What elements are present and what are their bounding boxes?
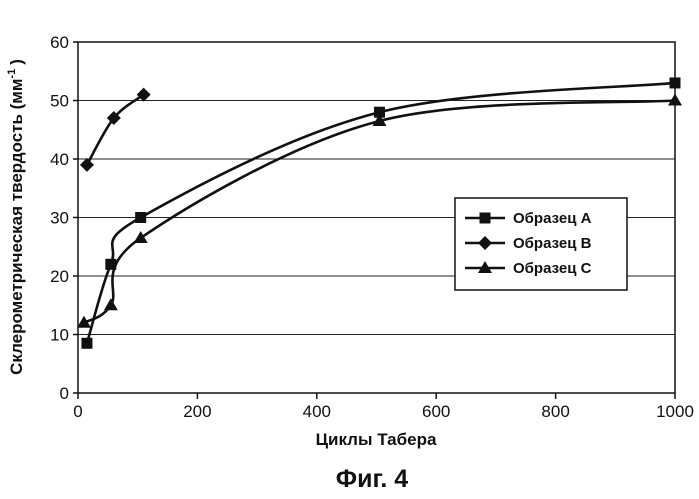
y-tick-labels: 0 10 20 30 40 50 60 — [50, 33, 78, 403]
legend-marker-square — [480, 213, 491, 224]
y-tick-label: 60 — [50, 33, 69, 52]
y-tick-label: 10 — [50, 326, 69, 345]
y-tick-label: 20 — [50, 267, 69, 286]
figure-caption: Фиг. 4 — [336, 465, 409, 493]
y-tick-label: 0 — [60, 384, 69, 403]
y-axis-title-close: ) — [7, 59, 26, 65]
x-tick-labels: 0 200 400 600 800 1000 — [73, 393, 694, 421]
legend-label: Образец С — [513, 260, 592, 277]
x-tick-label: 600 — [422, 402, 450, 421]
data-point-diamond — [80, 158, 94, 172]
y-tick-label: 40 — [50, 150, 69, 169]
data-point-square — [135, 212, 146, 223]
x-tick-label: 800 — [541, 402, 569, 421]
y-axis-title: Склерометрическая твердость (мм-1) — [6, 59, 26, 375]
data-point-square — [81, 338, 92, 349]
data-point-diamond — [137, 88, 151, 102]
data-point-triangle — [104, 298, 118, 310]
legend-label: Образец А — [513, 210, 592, 227]
data-point-square — [670, 77, 681, 88]
x-tick-label: 400 — [303, 402, 331, 421]
y-tick-label: 50 — [50, 92, 69, 111]
x-axis-title: Циклы Табера — [316, 430, 437, 449]
x-tick-label: 200 — [183, 402, 211, 421]
legend: Образец А Образец В Образец С — [455, 198, 627, 290]
x-tick-label: 0 — [73, 402, 82, 421]
legend-label: Образец В — [513, 235, 592, 252]
series-line — [87, 95, 144, 165]
y-axis-title-main: Склерометрическая твердость (мм — [7, 79, 26, 375]
data-point-triangle — [134, 231, 148, 243]
x-tick-label: 1000 — [656, 402, 694, 421]
y-tick-label: 30 — [50, 209, 69, 228]
y-axis-title-sup: -1 — [6, 69, 18, 79]
